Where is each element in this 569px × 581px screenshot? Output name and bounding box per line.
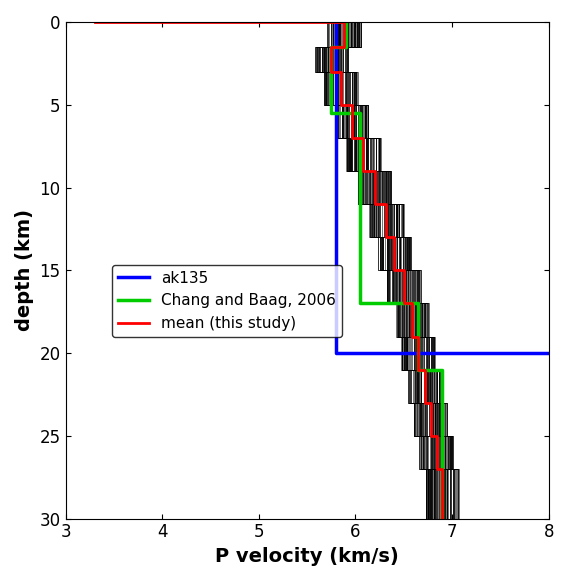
Legend: ak135, Chang and Baag, 2006, mean (this study): ak135, Chang and Baag, 2006, mean (this … [112, 264, 342, 337]
X-axis label: P velocity (km/s): P velocity (km/s) [215, 547, 399, 566]
Y-axis label: depth (km): depth (km) [15, 209, 34, 331]
